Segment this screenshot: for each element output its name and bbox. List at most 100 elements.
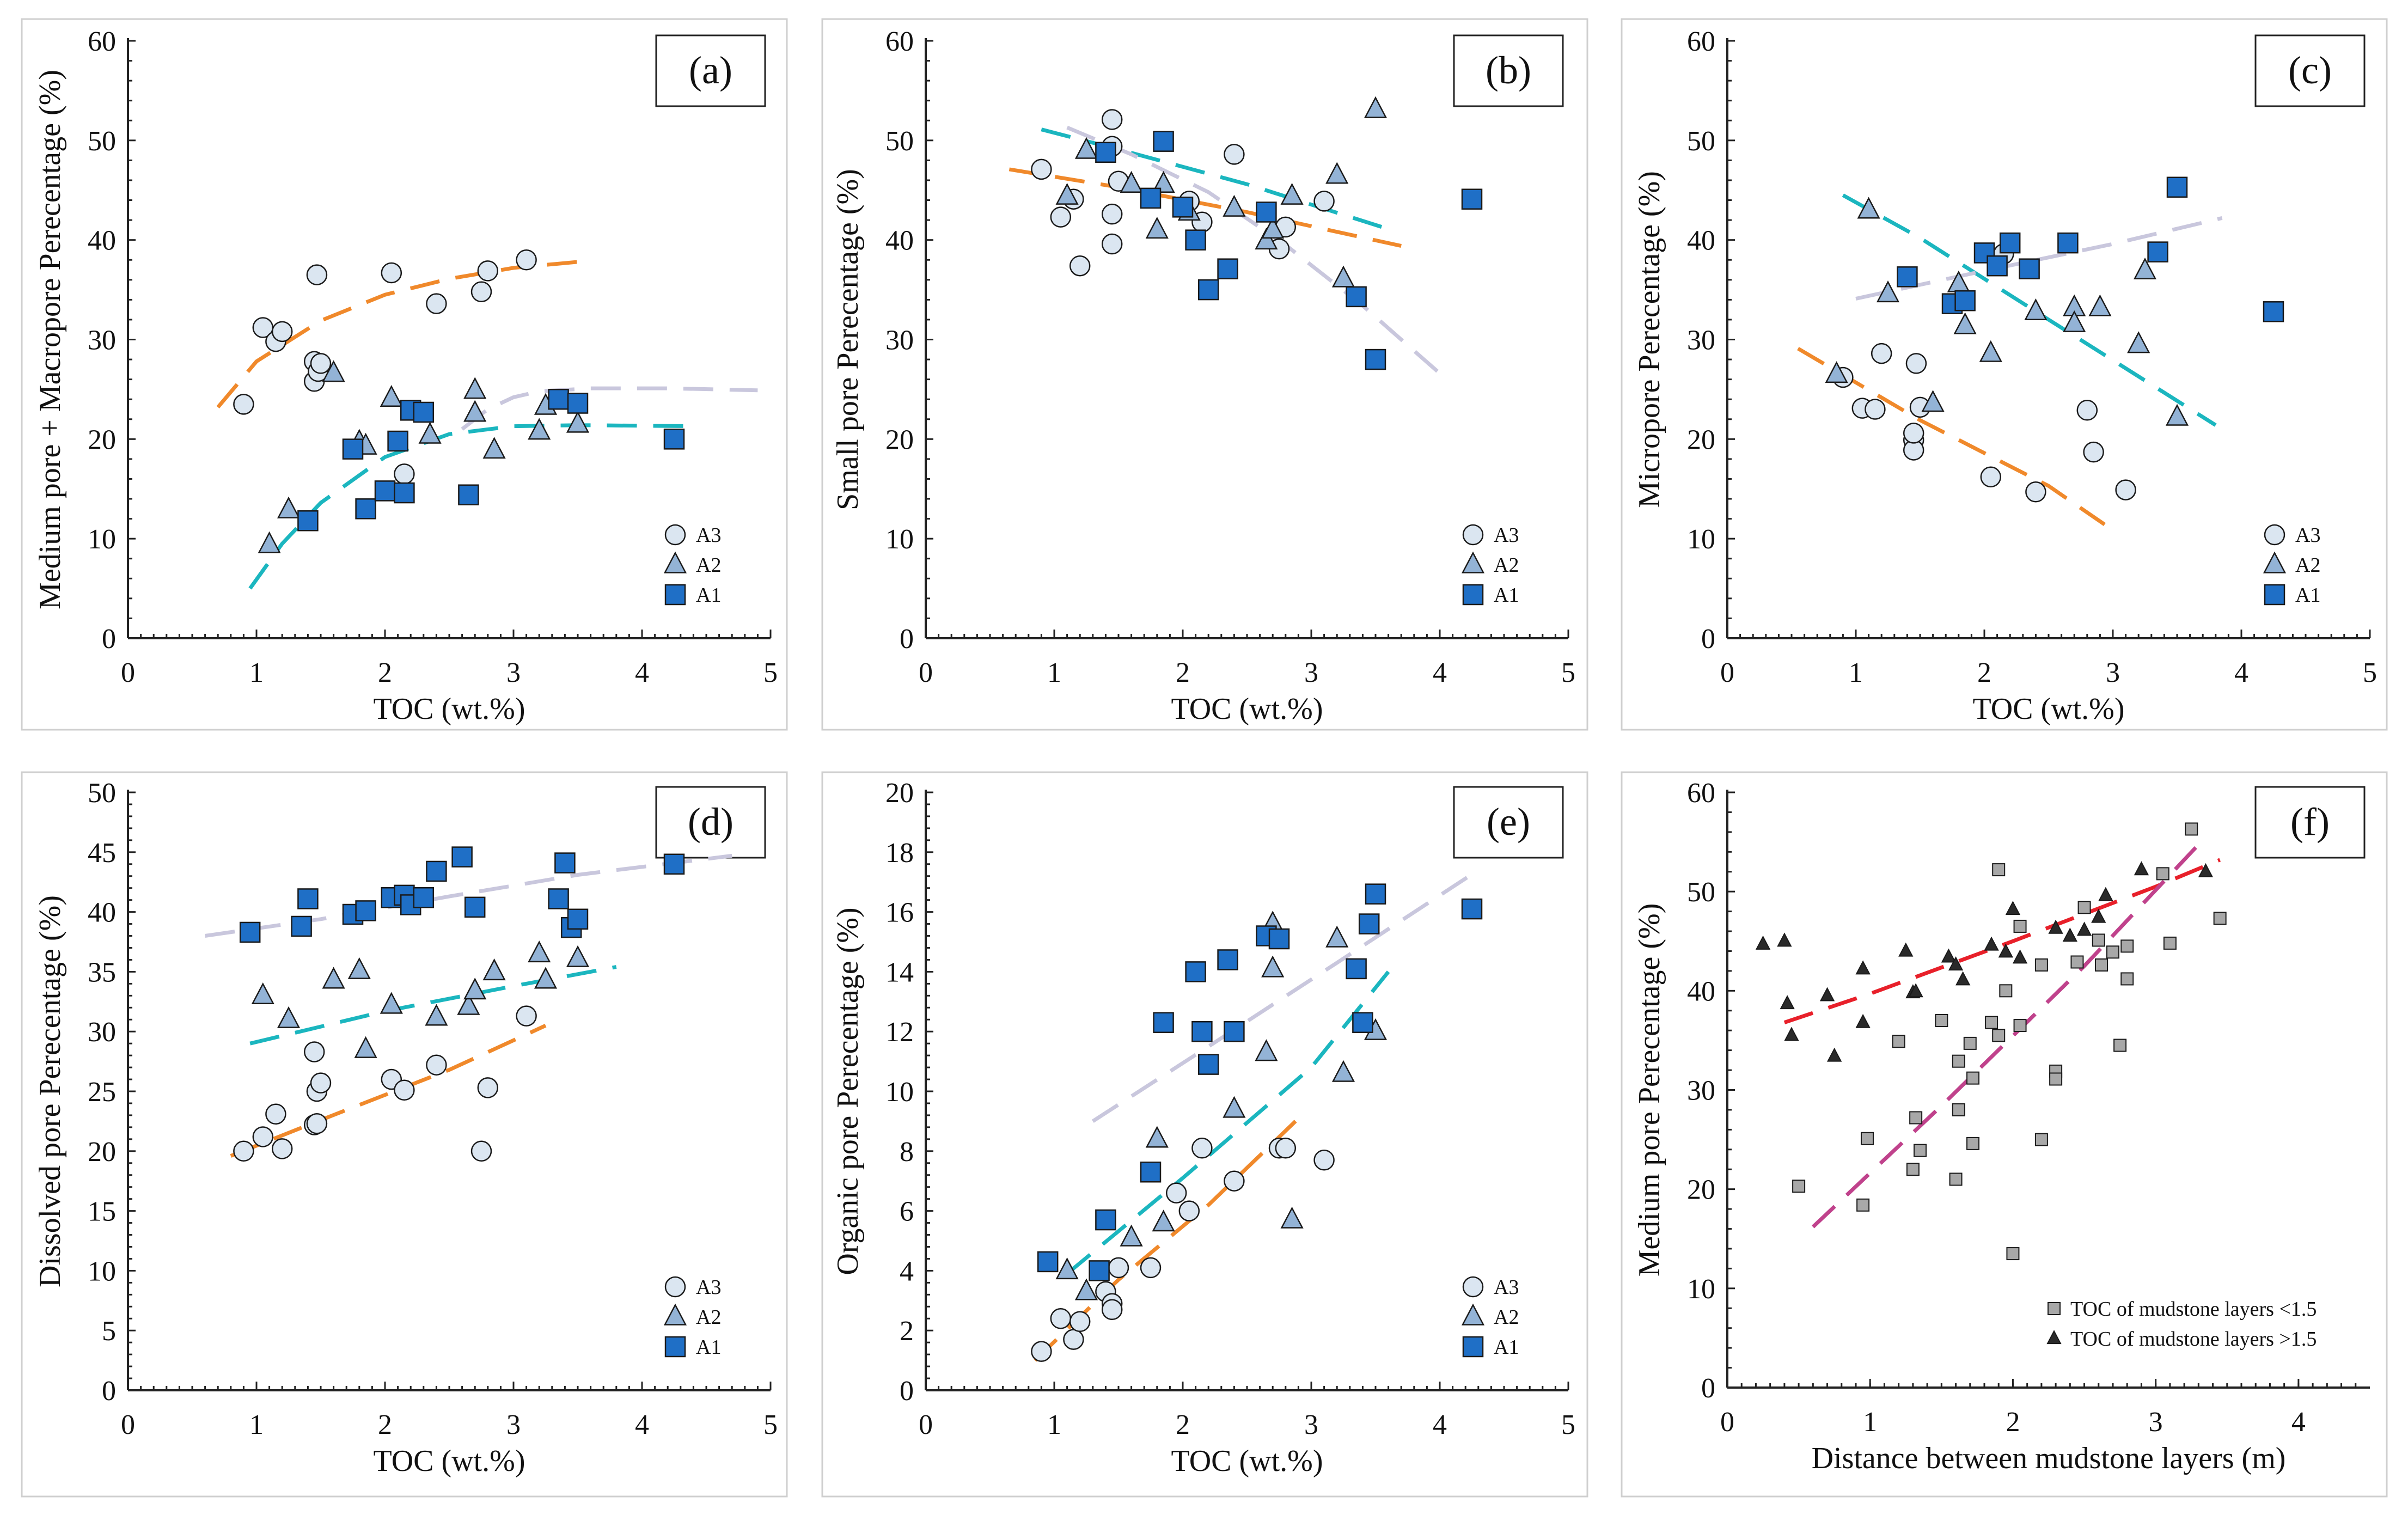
data-point [2063,310,2086,332]
legend-marker [664,524,686,546]
y-tick-label: 40 [88,225,116,256]
data-point [1074,1278,1098,1300]
panel-label-box [2254,34,2366,107]
data-point [1165,1182,1187,1204]
data-point [1325,925,1349,948]
data-point [1365,349,1386,370]
data-point [1185,961,1206,982]
y-tick-label: 0 [102,624,116,655]
x-tick-label: 2 [2006,1407,2020,1438]
data-point [1145,217,1169,239]
x-tick-label: 3 [1304,1409,1318,1440]
data-point [2076,921,2092,936]
x-tick-label: 3 [506,1409,521,1440]
x-axis-title: TOC (wt.%) [374,1444,525,1478]
data-point [2005,901,2021,915]
y-tick-label: 5 [102,1316,116,1347]
data-point [1055,182,1079,205]
y-axis-title: Organic pore Perecentage (%) [831,907,865,1275]
y-tick-label: 10 [88,1256,116,1287]
y-tick-label: 50 [88,126,116,157]
data-point [1865,399,1886,420]
panel-label-box [1453,786,1564,859]
data-point [1953,312,1977,334]
data-point [554,852,576,873]
legend-marker [1462,524,1484,546]
x-tick-label: 1 [1863,1407,1877,1438]
data-point [458,484,479,505]
data-point [463,978,487,1000]
data-point [1325,162,1349,184]
trendline [1783,858,2221,1024]
trendline [248,423,694,590]
x-tick-label: 5 [763,657,778,688]
data-point [2092,933,2105,947]
y-tick-label: 30 [88,1017,116,1048]
data-point [1860,1132,1874,1145]
data-point [1952,1103,1965,1116]
data-point [380,992,403,1014]
data-point [528,940,551,963]
panel-label-box [655,786,766,859]
legend-label: A2 [2295,554,2320,577]
panel-frame [1621,18,2388,731]
data-point [2006,1247,2020,1261]
panel-label-box [1453,34,1564,107]
legend-label: A1 [1494,584,1519,607]
data-point [1346,286,1367,308]
y-tick-label: 25 [88,1077,116,1108]
data-point [566,411,590,433]
y-tick-label: 20 [885,424,914,455]
data-point [2012,949,2028,964]
data-point [1984,936,1999,951]
data-point [2025,481,2046,503]
x-axis-title: TOC (wt.%) [1171,1444,1323,1478]
data-point [566,945,590,967]
data-point [1914,1144,1927,1157]
data-point [2024,298,2048,320]
data-point [271,321,293,343]
y-tick-label: 60 [88,26,116,57]
data-point [2049,1072,2063,1086]
legend-marker [1461,551,1485,573]
y-tick-label: 0 [1701,624,1715,655]
data-point [1955,971,1971,986]
trendline [230,1024,547,1158]
data-point [1095,1209,1116,1231]
data-point [1973,242,1995,264]
panel-label: (c) [2288,48,2332,92]
data-point [2048,919,2063,934]
x-tick-label: 0 [919,1409,933,1440]
trendline [1009,167,1402,248]
data-point [1050,206,1072,228]
data-point [2088,294,2112,316]
data-point [1197,1054,1219,1075]
data-point [297,510,319,532]
data-point [477,1077,499,1098]
y-tick-label: 18 [885,838,914,869]
data-point [1224,1021,1245,1042]
data-point [2166,176,2188,198]
data-point [1999,232,2021,254]
y-tick-label: 0 [900,624,914,655]
x-tick-label: 4 [635,657,649,688]
data-point [1280,1206,1304,1229]
data-point [426,293,447,314]
data-point [1827,1047,1842,1062]
panel-frame [1621,771,2388,1498]
data-point [1825,361,1848,383]
legend-marker [1462,584,1484,606]
data-point [1966,1137,1980,1150]
legend-marker [663,551,687,573]
x-tick-label: 5 [763,1409,778,1440]
data-point [2098,887,2113,901]
data-point [2034,958,2048,972]
data-point [265,1103,286,1125]
data-point [1255,228,1278,250]
y-tick-label: 60 [1687,26,1715,57]
data-point [251,982,274,1005]
data-point [1364,96,1388,118]
data-point [1871,343,1892,364]
x-tick-label: 0 [121,657,135,688]
y-tick-label: 20 [1687,424,1715,455]
